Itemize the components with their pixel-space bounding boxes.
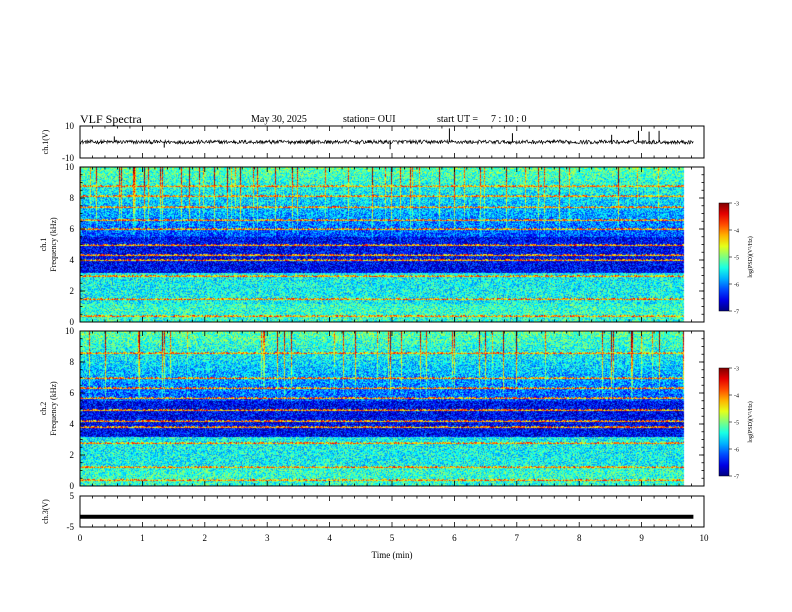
colorbar-label: log(PSD)(V²/Hz): [747, 236, 754, 277]
y-tick-label: 4: [70, 419, 75, 429]
x-tick-label: 3: [265, 533, 270, 543]
x-tick-label: 9: [639, 533, 644, 543]
colorbar-tick-label: -7: [734, 475, 739, 481]
ch2-spectrogram-image: [80, 331, 694, 486]
colorbar-2: [718, 367, 730, 477]
x-tick-label: 7: [515, 533, 520, 543]
colorbar-tick-label: -5: [734, 421, 739, 427]
ch1-waveform-trace: [79, 138, 694, 146]
y-tick-label: 10: [65, 162, 75, 172]
y-tick-label: 6: [70, 388, 75, 398]
y-tick-label: 8: [70, 357, 75, 367]
x-axis-label: Time (min): [372, 550, 413, 560]
start-ut-value: 7 : 10 : 0: [491, 114, 527, 125]
ch1-spectrogram-image: [80, 167, 694, 322]
x-tick-label: 6: [452, 533, 457, 543]
date-label: May 30, 2025: [251, 114, 307, 125]
y-tick-label: 0: [70, 481, 75, 491]
colorbar-tick-label: -7: [734, 310, 739, 316]
x-tick-label: 4: [327, 533, 332, 543]
colorbar-label: log(PSD)(V²/Hz): [747, 401, 754, 442]
x-tick-label: 5: [390, 533, 395, 543]
y-tick-label: 0: [70, 317, 75, 327]
y-tick-label: 2: [70, 286, 75, 296]
y-tick-label: 6: [70, 224, 75, 234]
x-tick-label: 1: [140, 533, 145, 543]
x-tick-label: 10: [700, 533, 710, 543]
figure-title: VLF Spectra: [80, 112, 142, 126]
x-tick-label: 2: [203, 533, 208, 543]
x-tick-label: 0: [78, 533, 83, 543]
y-tick-label: 10: [65, 121, 75, 131]
colorbar-tick-label: -3: [734, 202, 739, 208]
y-tick-label: 2: [70, 450, 75, 460]
y-tick-label: 8: [70, 193, 75, 203]
y-tick-label: 5: [70, 491, 75, 501]
y-tick-label: 4: [70, 255, 75, 265]
y-tick-label: -10: [62, 153, 74, 163]
colorbar-1: [718, 202, 730, 312]
y-axis-label-channel: ch.2: [39, 402, 48, 416]
colorbar-tick-label: -6: [734, 448, 739, 454]
y-axis-label-frequency: Frequency (kHz): [49, 217, 58, 272]
y-axis-label: ch.1(V): [41, 129, 50, 154]
y-axis-label: ch.3(V): [41, 499, 50, 524]
colorbar-tick-label: -4: [734, 394, 739, 400]
y-tick-label: -5: [67, 522, 75, 532]
y-axis-label-frequency: Frequency (kHz): [49, 381, 58, 436]
y-tick-label: 10: [65, 326, 75, 336]
start-ut-label: start UT =: [437, 114, 479, 125]
colorbar-tick-label: -4: [734, 229, 739, 235]
panel-frame-3: [79, 330, 705, 487]
panel-frame-2: [79, 166, 705, 323]
station-label: station= OUI: [343, 114, 396, 125]
y-axis-label-channel: ch.1: [39, 238, 48, 252]
colorbar-tick-label: -5: [734, 256, 739, 262]
colorbar-tick-label: -6: [734, 283, 739, 289]
x-tick-label: 8: [577, 533, 582, 543]
colorbar-tick-label: -3: [734, 367, 739, 373]
